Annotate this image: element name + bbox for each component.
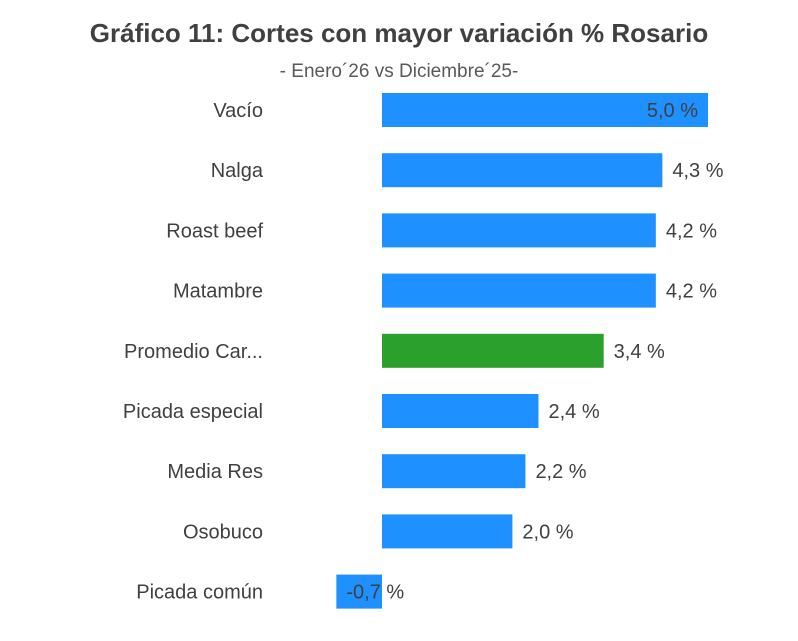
data-label: 3,4 % <box>614 341 665 363</box>
bar <box>382 333 604 368</box>
bar <box>336 574 382 609</box>
data-label: 2,0 % <box>522 521 573 543</box>
data-label: 4,2 % <box>666 220 717 242</box>
category-label: Roast beef <box>166 220 263 242</box>
chart-subtitle: - Enero´26 vs Diciembre´25- <box>279 61 519 82</box>
data-label: 4,3 % <box>672 160 723 182</box>
bar <box>382 394 539 428</box>
bar <box>382 454 526 489</box>
bar <box>382 514 513 549</box>
data-label: 5,0 % <box>647 100 698 122</box>
category-label: Promedio Car... <box>124 341 263 363</box>
bar <box>382 93 708 127</box>
bar <box>382 213 656 248</box>
data-label: 4,2 % <box>666 281 717 303</box>
category-label: Vacío <box>213 100 263 122</box>
category-label: Matambre <box>173 281 263 303</box>
bar <box>382 273 656 308</box>
data-label: -0,7 % <box>346 582 404 604</box>
category-label: Osobuco <box>183 521 263 543</box>
bar <box>382 153 663 188</box>
chart-title: Gráfico 11: Cortes con mayor variación %… <box>89 18 709 48</box>
category-label: Media Res <box>167 461 263 483</box>
data-label: 2,2 % <box>535 461 586 483</box>
category-label: Nalga <box>211 160 264 182</box>
category-label: Picada especial <box>123 401 263 423</box>
category-label: Picada común <box>136 582 263 604</box>
data-label: 2,4 % <box>548 401 599 423</box>
